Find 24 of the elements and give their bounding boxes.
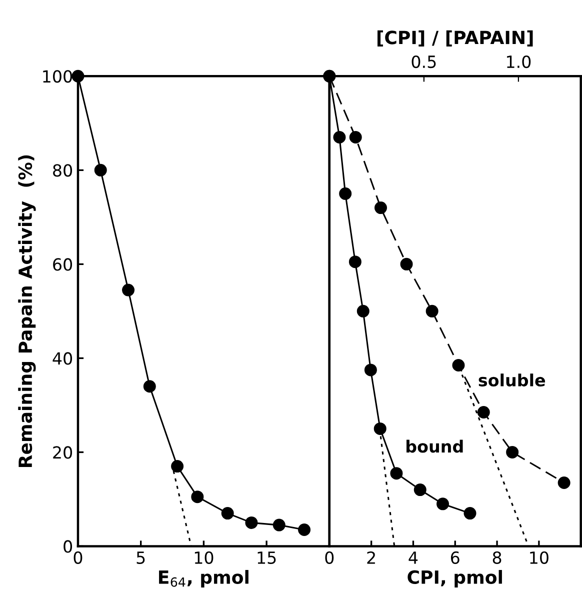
x2-axis-title: [CPI] / [PAPAIN]	[378, 30, 533, 46]
y-tick-label: 60	[53, 258, 72, 271]
y-tick-label: 0	[64, 540, 72, 553]
x-tick-label: 2	[367, 551, 375, 564]
y-axis-title: Remaining Papain Activity (%)	[18, 155, 36, 467]
x-tick-label: 4	[408, 552, 418, 564]
x2-tick-label: 1.0	[507, 55, 531, 68]
x-tick-label: 8	[492, 551, 502, 564]
x-tick-label: 0	[74, 551, 82, 564]
x-tick-label: 15	[258, 552, 276, 564]
series-label: bound	[406, 440, 463, 453]
x-axis-title: E$_{64}$, pmol	[159, 570, 248, 588]
x-tick-label: 10	[530, 551, 548, 564]
x-axis-title: CPI, pmol	[408, 570, 502, 588]
series-label: soluble	[478, 374, 546, 386]
x-tick-label: 10	[194, 551, 214, 564]
x-tick-label: 6	[450, 551, 460, 564]
y-tick-label: 80	[53, 164, 72, 177]
x-tick-label: 0	[325, 551, 334, 564]
y-tick-label: 20	[53, 446, 72, 459]
y-tick-label: 100	[43, 70, 72, 83]
y-tick-label: 40	[52, 352, 72, 365]
x-tick-label: 5	[136, 552, 145, 564]
x2-tick-label: 0.5	[412, 55, 436, 68]
